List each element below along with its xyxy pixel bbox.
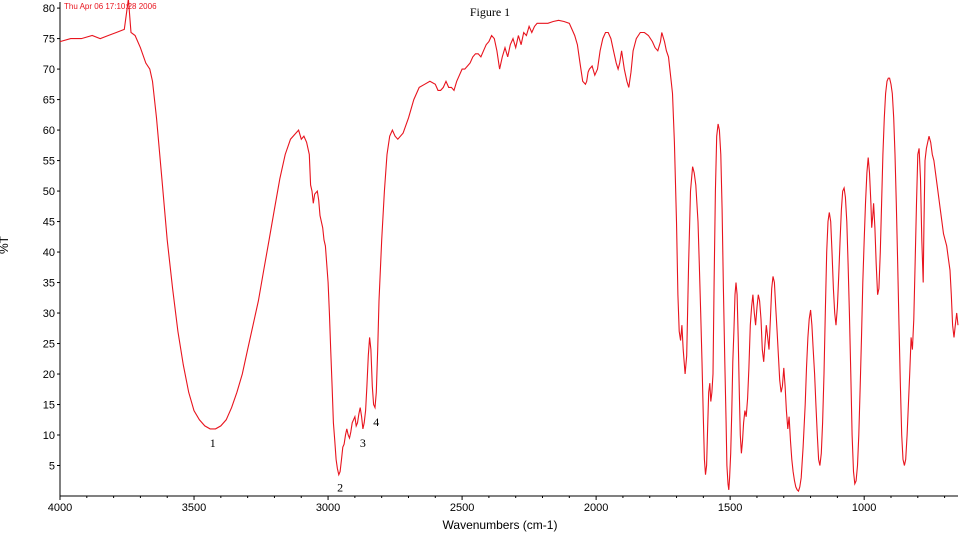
y-tick-label: 35 (43, 278, 55, 290)
x-tick-label: 1500 (718, 502, 742, 514)
chart-title: Figure 1 (470, 5, 510, 19)
x-axis: 4000 3500 3000 2500 2000 1500 1000 (48, 495, 958, 514)
x-tick-label: 3500 (182, 502, 206, 514)
y-tick-label: 75 (43, 34, 55, 46)
y-tick-label: 5 (49, 461, 55, 473)
x-tick-label: 2000 (584, 502, 608, 514)
y-axis-title: %T (0, 235, 11, 254)
x-tick-label: 4000 (48, 502, 72, 514)
peak-label: 4 (373, 415, 379, 429)
x-tick-label: 1000 (852, 502, 876, 514)
peak-annotations: 1 2 34 (210, 415, 380, 495)
y-tick-label: 40 (43, 247, 55, 259)
y-tick-label: 65 (43, 95, 55, 107)
y-tick-label: 25 (43, 339, 55, 351)
y-tick-label: 70 (43, 64, 55, 76)
y-tick-label: 80 (43, 3, 55, 15)
y-tick-label: 15 (43, 400, 55, 412)
x-axis-title: Wavenumbers (cm-1) (443, 518, 558, 532)
x-tick-label: 3000 (316, 502, 340, 514)
y-axis: 5 10 15 20 25 30 35 40 45 50 55 60 65 70 75 80 (43, 2, 61, 496)
peak-label: 2 (337, 481, 343, 495)
y-tick-label: 50 (43, 186, 55, 198)
peak-label: 3 (360, 436, 366, 450)
y-tick-label: 30 (43, 308, 55, 320)
y-tick-label: 60 (43, 125, 55, 137)
timestamp-label: Thu Apr 06 17:10:28 2006 (64, 2, 157, 11)
y-tick-label: 10 (43, 430, 55, 442)
peak-label: 1 (210, 436, 216, 450)
spectrum-series-line (59, 0, 959, 493)
y-tick-label: 20 (43, 369, 55, 381)
x-tick-label: 2500 (450, 502, 474, 514)
y-tick-label: 45 (43, 217, 55, 229)
y-tick-label: 55 (43, 156, 55, 168)
